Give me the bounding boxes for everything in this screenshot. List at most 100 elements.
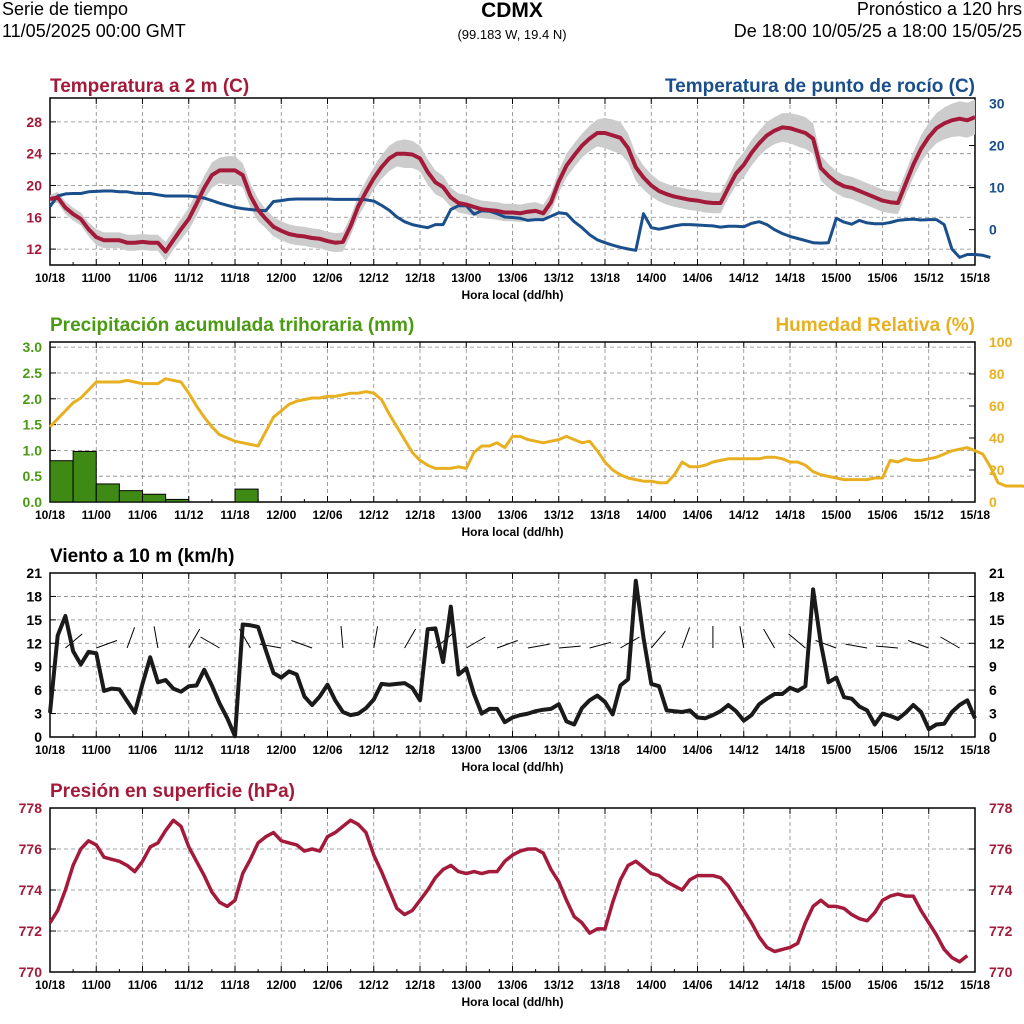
x-tick-label: 12/18 xyxy=(405,271,435,285)
y-tick-label-left: 18 xyxy=(26,588,42,604)
wind-barb xyxy=(681,627,691,649)
precip-bar xyxy=(142,493,167,503)
y-tick-label-right: 100 xyxy=(989,334,1013,350)
x-tick-label: 14/00 xyxy=(636,508,666,522)
x-tick-label: 12/06 xyxy=(312,508,342,522)
y-tick-label-left: 6 xyxy=(34,682,42,698)
x-axis-label: Hora local (dd/hh) xyxy=(462,525,564,539)
y-tick-label-left: 28 xyxy=(26,114,42,130)
x-tick-label: 11/00 xyxy=(82,978,112,992)
temperature-chart-title: Temperatura a 2 m (C) xyxy=(50,76,249,97)
wind-barb xyxy=(200,636,220,649)
precip-bar xyxy=(95,483,120,503)
dewpoint-series-line xyxy=(48,189,991,259)
x-tick-label: 12/00 xyxy=(266,743,296,757)
wind-barb xyxy=(739,626,745,649)
y-tick-label-right: 60 xyxy=(989,398,1005,414)
wind-barb xyxy=(558,645,581,649)
x-tick-label: 15/06 xyxy=(867,978,897,992)
x-tick-label: 12/06 xyxy=(312,978,342,992)
y-tick-label-left: 774 xyxy=(19,882,43,898)
y-tick-label-right: 40 xyxy=(989,430,1005,446)
x-tick-label: 14/00 xyxy=(636,743,666,757)
x-tick-label: 11/12 xyxy=(174,743,204,757)
x-tick-label: 10/18 xyxy=(35,271,65,285)
x-tick-label: 11/06 xyxy=(128,271,158,285)
precip-bar xyxy=(234,488,259,503)
x-tick-label: 15/12 xyxy=(914,978,944,992)
precip-chart-title: Precipitación acumulada trihoraria (mm) xyxy=(50,315,414,336)
x-tick-label: 12/00 xyxy=(266,271,296,285)
x-tick-label: 12/06 xyxy=(312,271,342,285)
wind-barb xyxy=(340,626,344,649)
x-tick-label: 13/18 xyxy=(590,508,620,522)
y-tick-label-left: 1.5 xyxy=(23,417,43,433)
pressure-chart-title: Presión en superficie (hPa) xyxy=(50,781,295,802)
x-tick-label: 15/18 xyxy=(960,978,990,992)
y-tick-label-left: 3 xyxy=(34,706,42,722)
forecast-period: De 18:00 10/05/25 a 18:00 15/05/25 xyxy=(733,21,1022,41)
x-tick-label: 14/06 xyxy=(682,978,712,992)
x-tick-label: 11/12 xyxy=(174,978,204,992)
x-tick-label: 15/06 xyxy=(867,508,897,522)
y-tick-label-left: 0.0 xyxy=(23,494,43,510)
x-tick-label: 14/18 xyxy=(775,978,805,992)
x-tick-label: 11/06 xyxy=(128,508,158,522)
precip-bar xyxy=(118,490,143,503)
x-tick-label: 15/12 xyxy=(914,743,944,757)
plot-frame xyxy=(49,341,976,503)
y-tick-label-left: 3.0 xyxy=(23,339,43,355)
precip-bar xyxy=(49,460,74,503)
x-tick-label: 10/18 xyxy=(35,978,65,992)
x-tick-label: 13/18 xyxy=(590,978,620,992)
y-tick-label-left: 12 xyxy=(26,241,42,257)
x-tick-label: 11/18 xyxy=(220,743,250,757)
y-tick-label-right: 18 xyxy=(989,588,1005,604)
wind-barb xyxy=(65,633,83,649)
x-tick-label: 15/12 xyxy=(914,508,944,522)
x-tick-label: 11/18 xyxy=(220,508,250,522)
x-tick-label: 14/12 xyxy=(729,978,759,992)
x-tick-label: 12/00 xyxy=(266,508,296,522)
header-left: Serie de tiempo 11/05/2025 00:00 GMT xyxy=(2,0,186,42)
wind-series-line xyxy=(48,578,977,739)
x-tick-label: 13/18 xyxy=(590,743,620,757)
x-tick-label: 13/18 xyxy=(590,271,620,285)
temperature-spread-band xyxy=(50,99,975,261)
x-tick-label: 12/12 xyxy=(359,271,389,285)
x-tick-label: 13/12 xyxy=(544,271,574,285)
x-tick-label: 11/18 xyxy=(220,271,250,285)
header-right: Pronóstico a 120 hrs De 18:00 10/05/25 a… xyxy=(734,0,1022,42)
wind-barb xyxy=(907,640,929,649)
y-tick-label-left: 770 xyxy=(19,964,43,980)
x-tick-label: 13/00 xyxy=(451,508,481,522)
x-tick-label: 13/06 xyxy=(497,743,527,757)
x-tick-label: 12/12 xyxy=(359,978,389,992)
x-tick-label: 14/06 xyxy=(682,743,712,757)
x-tick-label: 13/00 xyxy=(451,271,481,285)
y-tick-label-right: 0 xyxy=(989,222,997,238)
wind-barb xyxy=(291,640,313,649)
y-tick-label-left: 24 xyxy=(26,146,42,162)
wind-barb xyxy=(373,626,379,649)
wind-barb xyxy=(589,641,611,649)
y-tick-label-left: 21 xyxy=(26,565,42,581)
wind-barb xyxy=(188,628,201,649)
x-axis-label: Hora local (dd/hh) xyxy=(462,760,564,774)
humidity-series-line xyxy=(48,377,1024,488)
x-tick-label: 14/00 xyxy=(636,271,666,285)
wind-chart-title: Viento a 10 m (km/h) xyxy=(50,546,234,567)
y-tick-label-right: 30 xyxy=(989,95,1005,111)
y-tick-label-left: 776 xyxy=(19,841,43,857)
plot-frame xyxy=(49,97,976,266)
x-tick-label: 12/00 xyxy=(266,978,296,992)
x-axis-label: Hora local (dd/hh) xyxy=(462,288,564,302)
y-tick-label-left: 772 xyxy=(19,923,43,939)
precip-bar xyxy=(72,450,97,503)
y-tick-label-left: 0.5 xyxy=(23,468,43,484)
x-tick-label: 13/06 xyxy=(497,508,527,522)
x-tick-label: 12/18 xyxy=(405,743,435,757)
y-tick-label-right: 772 xyxy=(989,923,1013,939)
y-tick-label-right: 774 xyxy=(989,882,1013,898)
y-tick-label-right: 776 xyxy=(989,841,1013,857)
